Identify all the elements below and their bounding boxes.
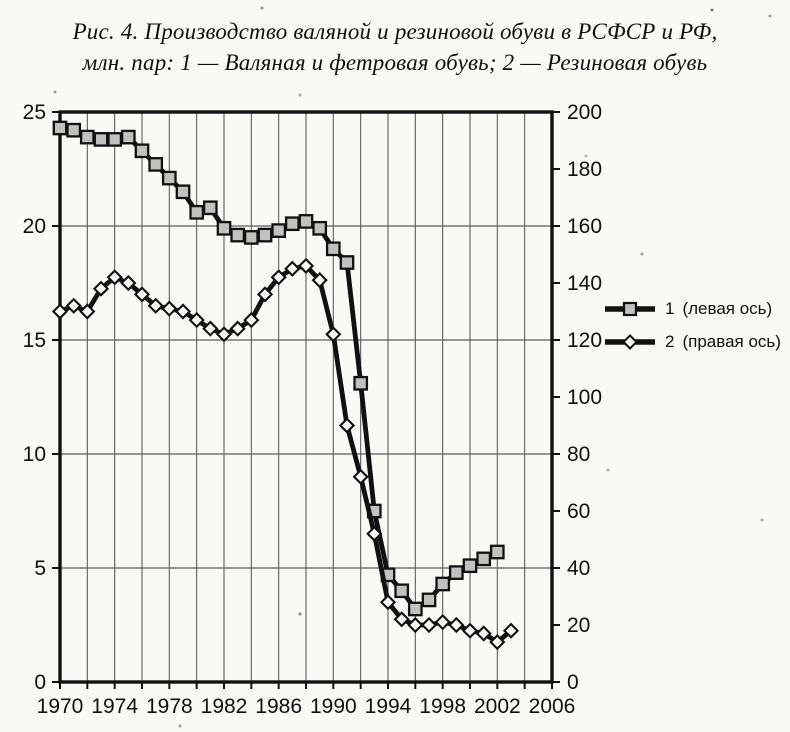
svg-text:20: 20 <box>23 215 46 238</box>
chart-legend: 1 (левая ось) 2 (правая ось) <box>604 297 781 363</box>
legend-series-2-text: (правая ось) <box>682 332 781 351</box>
x-axis-tick-labels: 1970 1974 1978 1982 1986 1990 1994 1998 2002 2006 <box>37 695 576 718</box>
svg-text:140: 140 <box>567 272 602 295</box>
svg-text:10: 10 <box>23 443 46 466</box>
right-axis-tick-labels: 0 20 40 60 80 100 120 140 160 180 200 <box>567 101 602 694</box>
legend-item-series-2: 2 (правая ось) <box>604 330 781 354</box>
svg-text:1974: 1974 <box>91 695 138 718</box>
series-1-markers <box>52 120 505 617</box>
svg-text:1982: 1982 <box>201 695 248 718</box>
legend-label-series-2: 2 (правая ось) <box>665 332 781 352</box>
axis-ticks <box>52 111 560 689</box>
svg-text:5: 5 <box>34 557 46 580</box>
svg-text:1978: 1978 <box>146 695 193 718</box>
svg-text:1990: 1990 <box>310 695 357 718</box>
square-marker-icon <box>605 301 655 317</box>
vertical-grid-lines <box>86 112 526 682</box>
svg-text:200: 200 <box>567 101 602 124</box>
svg-text:1970: 1970 <box>37 695 84 718</box>
legend-series-1-number: 1 <box>665 299 675 318</box>
svg-text:80: 80 <box>567 443 590 466</box>
legend-label-series-1: 1 (левая ось) <box>665 299 772 319</box>
svg-text:2006: 2006 <box>529 695 576 718</box>
caption-line-1: Рис. 4. Производство валяной и резиновой… <box>72 19 718 44</box>
svg-text:120: 120 <box>567 329 602 352</box>
svg-text:2002: 2002 <box>474 695 521 718</box>
legend-item-series-1: 1 (левая ось) <box>604 297 781 321</box>
series-2-line <box>57 263 514 645</box>
svg-text:100: 100 <box>567 386 602 409</box>
svg-text:1998: 1998 <box>419 695 466 718</box>
legend-series-2-number: 2 <box>665 332 675 351</box>
svg-text:25: 25 <box>23 101 46 124</box>
svg-text:1986: 1986 <box>255 695 302 718</box>
svg-text:1994: 1994 <box>365 695 412 718</box>
caption-line-2: млн. пар: 1 — Валяная и фетровая обувь; … <box>82 50 708 75</box>
figure-caption: Рис. 4. Производство валяной и резиновой… <box>0 16 790 78</box>
svg-text:15: 15 <box>23 329 46 352</box>
series-2-markers <box>51 257 520 651</box>
svg-text:160: 160 <box>567 215 602 238</box>
svg-text:60: 60 <box>567 500 590 523</box>
svg-text:40: 40 <box>567 557 590 580</box>
svg-text:20: 20 <box>567 614 590 637</box>
svg-text:0: 0 <box>567 671 579 694</box>
svg-text:0: 0 <box>34 671 46 694</box>
left-axis-tick-labels: 0 5 10 15 20 25 <box>23 101 46 694</box>
diamond-marker-icon <box>605 334 655 350</box>
legend-series-1-text: (левая ось) <box>682 299 773 318</box>
svg-text:180: 180 <box>567 158 602 181</box>
